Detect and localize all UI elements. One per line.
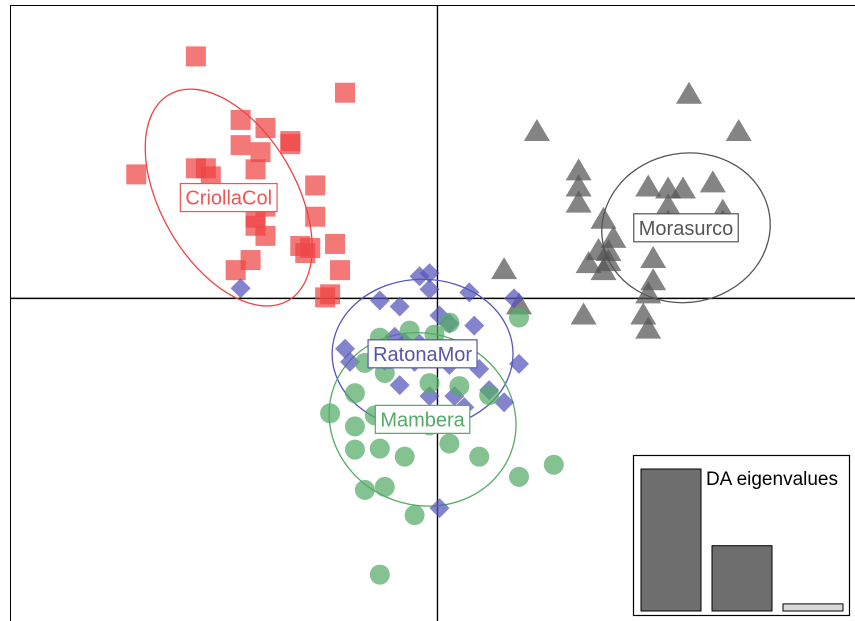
- ratonamor-label-box: [367, 339, 478, 369]
- morasurco-point: [640, 246, 667, 269]
- mambera-point: [369, 438, 390, 459]
- morasurco-ellipse: [601, 152, 771, 304]
- criollacol-point: [225, 260, 246, 281]
- morasurco-point: [675, 81, 702, 104]
- morasurco-point: [565, 190, 592, 213]
- ratonamor-point: [504, 288, 525, 309]
- criollacol-point: [200, 166, 221, 187]
- mambera-point: [374, 476, 395, 497]
- mambera-point: [508, 307, 529, 328]
- ratonamor-point: [464, 315, 485, 336]
- criollacol-point: [320, 284, 341, 305]
- eigenvalue-bar: [782, 603, 844, 612]
- data-points: [126, 46, 752, 585]
- mambera-point: [404, 505, 425, 526]
- criollacol-point: [126, 164, 147, 185]
- criollacol-point: [185, 46, 206, 67]
- criollacol-point: [295, 243, 316, 264]
- mambera-point: [439, 433, 460, 454]
- eigenvalues-inset: DA eigenvalues: [632, 454, 851, 617]
- morasurco-point: [670, 176, 697, 199]
- morasurco-point: [655, 193, 682, 216]
- mambera-point: [449, 376, 470, 397]
- ratonamor-point: [369, 290, 390, 311]
- criollacol-point: [255, 117, 276, 138]
- ratonamor-point: [494, 392, 515, 413]
- morasurco-point: [570, 302, 597, 325]
- ratonamor-label: RatonaMor: [373, 344, 472, 366]
- eigenvalue-bar: [640, 468, 702, 612]
- ratonamor-point: [339, 351, 360, 372]
- mambera-point: [479, 385, 500, 406]
- morasurco-point: [600, 225, 627, 248]
- mambera-point: [320, 403, 341, 424]
- morasurco-point: [523, 119, 550, 142]
- morasurco-label-box: [633, 213, 739, 243]
- morasurco-point: [590, 206, 617, 229]
- criollacol-point: [245, 159, 266, 180]
- morasurco-label: Morasurco: [639, 218, 733, 240]
- morasurco-point: [635, 281, 662, 304]
- mambera-point: [439, 312, 460, 333]
- morasurco-point: [491, 257, 518, 280]
- group-labels: CriollaCol Morasurco RatonaMor Mambera: [179, 182, 739, 434]
- inset-bars: [640, 468, 844, 612]
- morasurco-point: [635, 316, 662, 339]
- morasurco-point: [565, 158, 592, 181]
- criollacol-label: CriollaCol: [185, 188, 272, 210]
- morasurco-point: [699, 170, 726, 193]
- criollacol-point: [280, 131, 301, 152]
- criollacol-point: [330, 260, 351, 281]
- mambera-point: [419, 373, 440, 394]
- mambera-ellipse: [328, 331, 517, 507]
- morasurco-point: [630, 302, 657, 325]
- mambera-point: [543, 454, 564, 475]
- ratonamor-point: [230, 278, 251, 299]
- mambera-point: [399, 320, 420, 341]
- morasurco-point: [575, 251, 602, 274]
- criollacol-point: [305, 206, 326, 227]
- mambera-point: [344, 416, 365, 437]
- morasurco-point: [565, 174, 592, 197]
- morasurco-point: [505, 292, 532, 315]
- ratonamor-point: [419, 263, 440, 284]
- mambera-point: [344, 383, 365, 404]
- plot-frame: [10, 5, 855, 621]
- criollacol-ellipse: [144, 88, 313, 307]
- ratonamor-point: [419, 279, 440, 300]
- ratonamor-point: [389, 375, 410, 396]
- criollacol-label-box: [179, 182, 278, 213]
- criollacol-point: [325, 233, 346, 254]
- morasurco-point: [590, 258, 617, 281]
- morasurco-point: [725, 119, 752, 142]
- inset-title: DA eigenvalues: [706, 469, 838, 490]
- ratonamor-point: [429, 498, 450, 519]
- mambera-point: [469, 446, 490, 467]
- criollacol-point: [250, 142, 271, 163]
- mambera-label: Mambera: [380, 409, 465, 431]
- morasurco-point: [635, 174, 662, 197]
- mambera-point: [394, 446, 415, 467]
- criollacol-point: [230, 135, 251, 156]
- mambera-point: [344, 439, 365, 460]
- criollacol-point: [335, 82, 356, 103]
- criollacol-point: [245, 215, 266, 236]
- ratonamor-point: [459, 282, 480, 303]
- mambera-point: [508, 466, 529, 487]
- criollacol-point: [230, 109, 251, 130]
- morasurco-point: [640, 268, 667, 291]
- mambera-point: [354, 479, 375, 500]
- eigenvalue-bar: [711, 545, 773, 612]
- ratonamor-point: [508, 353, 529, 374]
- criollacol-point: [305, 175, 326, 196]
- mambera-point: [369, 564, 390, 585]
- mambera-label-box: [374, 404, 471, 434]
- ratonamor-point: [389, 296, 410, 317]
